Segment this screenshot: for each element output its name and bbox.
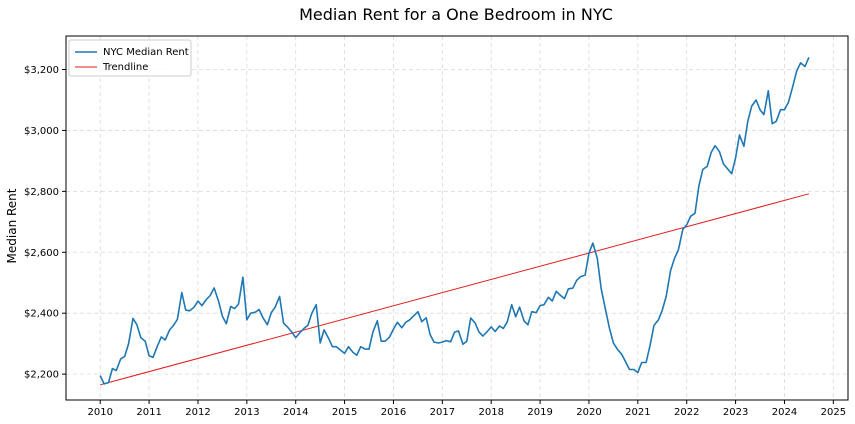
y-tick-label: $2,800 xyxy=(24,187,59,198)
series-line-nyc-median-rent xyxy=(99,56,810,385)
x-tick-label: 2020 xyxy=(576,407,601,418)
x-tick-label: 2015 xyxy=(332,407,357,418)
x-tick-label: 2019 xyxy=(527,407,552,418)
x-tick-label: 2014 xyxy=(283,407,308,418)
legend-label-nyc-median-rent: NYC Median Rent xyxy=(103,47,189,58)
x-tick-label: 2023 xyxy=(723,407,748,418)
x-tick-label: 2013 xyxy=(234,407,259,418)
chart-title: Median Rent for a One Bedroom in NYC xyxy=(299,5,613,24)
x-tick-label: 2018 xyxy=(478,407,503,418)
legend: NYC Median Rent Trendline xyxy=(68,39,192,77)
y-tick-label: $2,200 xyxy=(24,370,59,381)
series-layer xyxy=(99,56,810,386)
y-tick-label: $2,400 xyxy=(24,309,59,320)
x-tick-label: 2021 xyxy=(625,407,650,418)
y-tick-label: $2,600 xyxy=(24,248,59,259)
x-tick-label: 2022 xyxy=(674,407,699,418)
grid-lines xyxy=(66,36,848,400)
x-tick-label: 2016 xyxy=(381,407,406,418)
y-tick-label: $3,200 xyxy=(24,65,59,76)
series-line-trendline xyxy=(100,193,810,386)
x-tick-label: 2010 xyxy=(87,407,112,418)
x-tick-label: 2017 xyxy=(430,407,455,418)
x-tick-label: 2011 xyxy=(136,407,161,418)
x-tick-label: 2025 xyxy=(821,407,846,418)
plot-frame xyxy=(65,35,849,401)
y-axis-label: Median Rent xyxy=(5,188,19,263)
legend-label-trendline: Trendline xyxy=(102,62,148,73)
legend-box xyxy=(68,39,192,77)
axis-ticks: 2010 2011 2012 2013 2014 2015 2016 2017 2018 2019… xyxy=(24,65,846,418)
y-tick-label: $3,000 xyxy=(24,126,59,137)
x-tick-label: 2012 xyxy=(185,407,210,418)
x-tick-label: 2024 xyxy=(772,407,797,418)
